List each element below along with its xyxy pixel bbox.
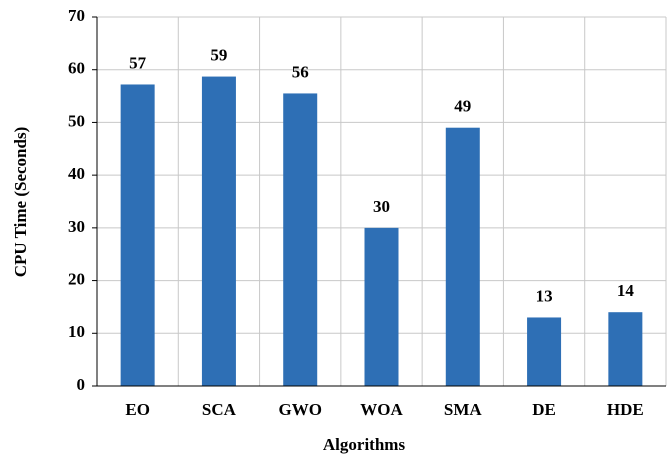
x-tick-label: EO — [125, 400, 150, 419]
data-label: 13 — [536, 286, 553, 305]
y-tick-label: 10 — [68, 322, 85, 341]
x-tick-label: SCA — [202, 400, 237, 419]
data-label: 56 — [292, 62, 309, 81]
data-label: 30 — [373, 197, 390, 216]
data-label: 14 — [617, 281, 635, 300]
bar — [445, 127, 480, 386]
y-tick-label: 0 — [77, 375, 86, 394]
bar — [527, 317, 562, 386]
y-axis-label: CPU Time (Seconds) — [11, 127, 30, 278]
bar — [201, 76, 236, 387]
bar — [608, 312, 643, 386]
bar — [283, 93, 318, 386]
bar — [364, 227, 399, 386]
y-tick-label: 20 — [68, 269, 85, 288]
y-tick-label: 30 — [68, 217, 85, 236]
y-tick-label: 50 — [68, 111, 85, 130]
y-tick-label: 40 — [68, 164, 85, 183]
bar — [120, 84, 155, 386]
x-axis-label: Algorithms — [323, 435, 406, 454]
data-label: 57 — [129, 53, 147, 72]
x-tick-label: HDE — [607, 400, 644, 419]
data-label: 49 — [454, 97, 471, 116]
x-tick-label: SMA — [444, 400, 483, 419]
x-tick-label: DE — [532, 400, 556, 419]
x-tick-label: GWO — [278, 400, 321, 419]
y-tick-label: 60 — [68, 59, 85, 78]
x-tick-label: WOA — [360, 400, 403, 419]
data-label: 59 — [210, 45, 227, 64]
y-tick-label: 70 — [68, 6, 85, 25]
